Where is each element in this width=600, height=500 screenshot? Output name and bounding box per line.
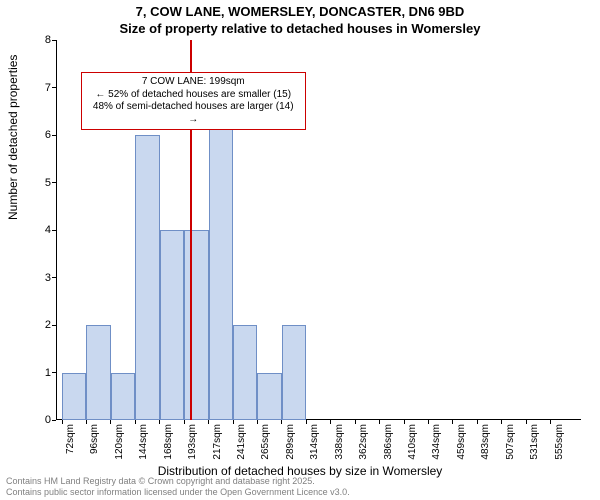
chart-area: 01234567872sqm96sqm120sqm144sqm168sqm193… <box>56 40 581 420</box>
x-tick <box>477 420 478 424</box>
histogram-bar <box>233 325 257 420</box>
histogram-bar <box>282 325 306 420</box>
y-axis <box>56 40 57 420</box>
x-tick <box>330 420 331 424</box>
x-tick <box>550 420 551 424</box>
x-tick-label: 555sqm <box>554 424 565 460</box>
x-tick <box>135 420 136 424</box>
chart-title-line2: Size of property relative to detached ho… <box>0 21 600 38</box>
x-tick-label: 289sqm <box>285 424 296 460</box>
x-tick-label: 241sqm <box>236 424 247 460</box>
x-tick <box>62 420 63 424</box>
x-tick <box>257 420 258 424</box>
histogram-bar <box>257 373 281 421</box>
x-tick-label: 265sqm <box>260 424 271 460</box>
y-tick-label: 8 <box>45 34 56 46</box>
y-tick-label: 7 <box>45 82 56 94</box>
x-tick-label: 531sqm <box>529 424 540 460</box>
x-tick-label: 507sqm <box>505 424 516 460</box>
attribution-line2: Contains public sector information licen… <box>6 487 350 498</box>
histogram-bar <box>209 88 233 421</box>
x-tick-label: 193sqm <box>187 424 198 460</box>
y-tick-label: 3 <box>45 272 56 284</box>
y-tick-label: 1 <box>45 367 56 379</box>
x-tick-label: 72sqm <box>65 424 76 454</box>
histogram-bar <box>184 230 208 420</box>
x-tick-label: 144sqm <box>138 424 149 460</box>
x-tick-label: 459sqm <box>456 424 467 460</box>
histogram-bar <box>135 135 159 420</box>
attribution-line1: Contains HM Land Registry data © Crown c… <box>6 476 350 487</box>
plot-area: 01234567872sqm96sqm120sqm144sqm168sqm193… <box>56 40 581 420</box>
x-tick-label: 434sqm <box>431 424 442 460</box>
x-tick <box>526 420 527 424</box>
x-tick-label: 483sqm <box>480 424 491 460</box>
histogram-bar <box>111 373 135 421</box>
x-tick <box>208 420 209 424</box>
x-tick-label: 314sqm <box>309 424 320 460</box>
y-tick-label: 2 <box>45 319 56 331</box>
annotation-line3: 48% of semi-detached houses are larger (… <box>88 101 299 126</box>
chart-title-line1: 7, COW LANE, WOMERSLEY, DONCASTER, DN6 9… <box>0 4 600 21</box>
y-tick-label: 6 <box>45 129 56 141</box>
x-tick-label: 386sqm <box>383 424 394 460</box>
y-tick-label: 0 <box>45 414 56 426</box>
x-tick <box>355 420 356 424</box>
x-tick-label: 362sqm <box>358 424 369 460</box>
annotation-line1: 7 COW LANE: 199sqm <box>88 76 299 89</box>
x-tick-label: 168sqm <box>163 424 174 460</box>
y-tick-label: 5 <box>45 177 56 189</box>
x-tick <box>501 420 502 424</box>
x-tick <box>110 420 111 424</box>
histogram-bar <box>62 373 86 421</box>
x-tick <box>379 420 380 424</box>
x-tick <box>428 420 429 424</box>
x-tick <box>281 420 282 424</box>
x-tick <box>452 420 453 424</box>
histogram-bar <box>86 325 110 420</box>
x-tick-label: 120sqm <box>114 424 125 460</box>
x-tick-label: 410sqm <box>407 424 418 460</box>
x-tick-label: 217sqm <box>212 424 223 460</box>
x-tick <box>306 420 307 424</box>
y-axis-label: Number of detached properties <box>6 55 20 220</box>
x-tick <box>184 420 185 424</box>
x-tick <box>404 420 405 424</box>
annotation-line2: ← 52% of detached houses are smaller (15… <box>88 89 299 102</box>
x-tick-label: 96sqm <box>89 424 100 454</box>
attribution: Contains HM Land Registry data © Crown c… <box>6 476 350 499</box>
x-tick <box>233 420 234 424</box>
histogram-bar <box>160 230 184 420</box>
x-tick-label: 338sqm <box>334 424 345 460</box>
y-tick-label: 4 <box>45 224 56 236</box>
x-tick <box>86 420 87 424</box>
annotation-box: 7 COW LANE: 199sqm← 52% of detached hous… <box>81 72 306 130</box>
x-tick <box>159 420 160 424</box>
